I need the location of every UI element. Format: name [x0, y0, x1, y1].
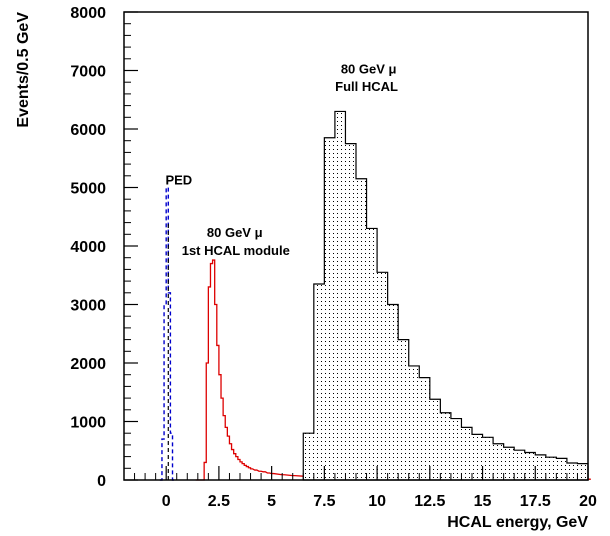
x-tick-label: 12.5	[414, 493, 445, 510]
x-tick-label: 17.5	[520, 493, 551, 510]
y-tick-label: 6000	[70, 122, 106, 139]
x-tick-label: 5	[267, 493, 276, 510]
x-tick-label: 15	[474, 493, 492, 510]
x-tick-label: 0	[162, 493, 171, 510]
tick-labels: 0 1000 2000 3000 4000 5000 6000 7000 8000 0 2.5 5 7.…	[70, 5, 597, 510]
ped-histogram	[159, 186, 175, 481]
histogram-bars	[159, 110, 591, 481]
annotation-label: 80 GeV μ	[341, 61, 397, 76]
x-tick-label: 2.5	[208, 493, 230, 510]
y-tick-label: 7000	[70, 64, 106, 81]
annotations: PED 80 GeV μ 1st HCAL module 80 GeV μ Full H…	[165, 61, 398, 257]
annotation-label: 80 GeV μ	[207, 225, 263, 240]
y-tick-label: 2000	[70, 356, 106, 373]
x-tick-label: 20	[579, 493, 597, 510]
x-tick-label: 10	[368, 493, 386, 510]
y-tick-label: 4000	[70, 239, 106, 256]
y-tick-label: 5000	[70, 181, 106, 198]
annotation-label: 1st HCAL module	[182, 243, 290, 258]
y-tick-label: 0	[97, 473, 106, 490]
x-axis-title: HCAL energy, GeV	[447, 514, 588, 531]
axes	[123, 11, 589, 481]
y-tick-label: 3000	[70, 298, 106, 315]
series-2-full-hcal-histogram	[302, 110, 589, 481]
annotation-label: PED	[165, 173, 192, 188]
y-tick-label: 8000	[70, 5, 106, 22]
y-tick-label: 1000	[70, 415, 106, 432]
y-axis-title: Events/0.5 GeV	[15, 12, 32, 128]
annotation-label: Full HCAL	[335, 79, 398, 94]
x-tick-label: 7.5	[313, 493, 335, 510]
